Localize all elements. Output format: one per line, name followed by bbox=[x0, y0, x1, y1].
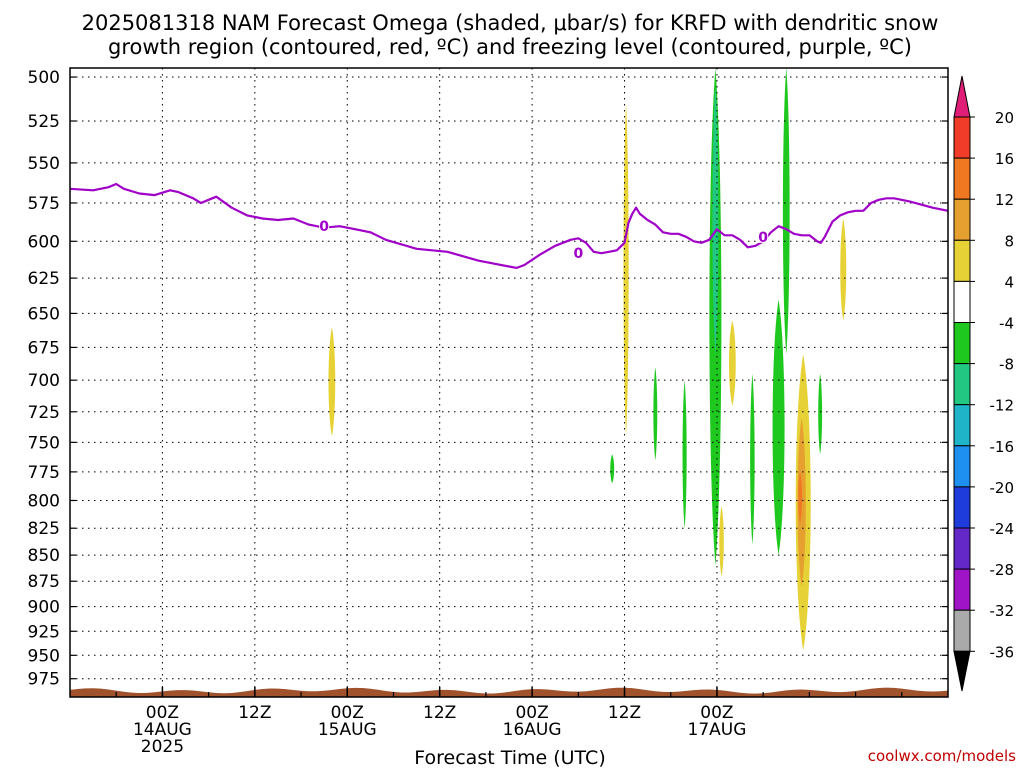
colorbar-bin-5 bbox=[953, 280, 971, 323]
y-tick-label-600: 600 bbox=[28, 232, 60, 252]
y-tick-label-625: 625 bbox=[28, 269, 60, 289]
colorbar-level-label: -32 bbox=[990, 602, 1015, 620]
y-tick-label-925: 925 bbox=[28, 622, 60, 642]
colorbar-bin-1 bbox=[953, 116, 971, 159]
omega-region-4 bbox=[682, 380, 687, 529]
ground-surface bbox=[70, 687, 948, 697]
colorbar-level-label: -20 bbox=[990, 479, 1015, 497]
y-tick-label-950: 950 bbox=[28, 646, 60, 666]
y-tick-label-800: 800 bbox=[28, 491, 60, 511]
colorbar-bin-9 bbox=[953, 445, 971, 488]
x-tick-label-0-2: 2025 bbox=[141, 737, 184, 757]
y-tick-label-550: 550 bbox=[28, 154, 60, 174]
omega-region-15 bbox=[818, 373, 823, 455]
omega-region-14 bbox=[798, 471, 803, 523]
y-tick-label-575: 575 bbox=[28, 194, 60, 214]
omega-region-1 bbox=[623, 103, 629, 437]
colorbar-bin-top-triangle bbox=[953, 75, 971, 118]
colorbar-level-label: 12 bbox=[995, 191, 1014, 209]
omega-region-8 bbox=[728, 320, 736, 406]
colorbar-bin-2 bbox=[953, 157, 971, 200]
plot-area: 0 0 0 500 525 550 575 600 625 650 675 700 725 750 775 8… bbox=[28, 67, 949, 757]
colorbar-bin-3 bbox=[953, 198, 971, 241]
y-tick-label-675: 675 bbox=[28, 338, 60, 358]
x-tick-label-1-0: 12Z bbox=[238, 703, 271, 723]
contour-label-bg-1 bbox=[573, 245, 584, 260]
colorbar-level-label: -4 bbox=[999, 315, 1014, 333]
colorbar-level-label: -12 bbox=[990, 397, 1015, 415]
y-tick-label-850: 850 bbox=[28, 546, 60, 566]
freezing-level-contour-label: 0 bbox=[573, 246, 583, 262]
freezing-level-contour-label: 0 bbox=[319, 219, 329, 235]
colorbar-bin-11 bbox=[953, 527, 971, 570]
colorbar-level-label: -28 bbox=[990, 561, 1015, 579]
colorbar: 20 16 12 8 4 -4 -8 -12 -16 -20 -24 -28 -32 -36 bbox=[953, 75, 1015, 692]
freezing-level-contour-label: 0 bbox=[758, 230, 768, 246]
omega-region-16 bbox=[840, 218, 847, 321]
y-tick-label-750: 750 bbox=[28, 433, 60, 453]
omega-region-2 bbox=[653, 367, 658, 461]
y-tick-label-900: 900 bbox=[28, 598, 60, 618]
y-tick-label-875: 875 bbox=[28, 572, 60, 592]
x-tick-label-3-0: 12Z bbox=[423, 703, 456, 723]
chart-title-line-2: growth region (contoured, red, ºC) and f… bbox=[108, 35, 912, 59]
omega-region-10 bbox=[772, 299, 785, 556]
x-tick-label-4-1: 16AUG bbox=[503, 720, 562, 740]
x-tick-label-5-0: 12Z bbox=[608, 703, 641, 723]
colorbar-bin-8 bbox=[953, 404, 971, 447]
x-tick-label-2-1: 15AUG bbox=[318, 720, 377, 740]
contour-label-bg-2 bbox=[758, 228, 769, 243]
y-tick-label-775: 775 bbox=[28, 463, 60, 483]
colorbar-bin-10 bbox=[953, 486, 971, 529]
omega-region-11 bbox=[782, 68, 790, 355]
y-tick-label-525: 525 bbox=[28, 112, 60, 132]
colorbar-level-label: -36 bbox=[990, 643, 1015, 661]
colorbar-bin-13 bbox=[953, 609, 971, 652]
colorbar-bin-bottom-triangle bbox=[953, 650, 971, 692]
y-tick-label-725: 725 bbox=[28, 403, 60, 423]
colorbar-bin-4 bbox=[953, 239, 971, 282]
x-tick-label-4-0: 00Z bbox=[515, 703, 548, 723]
y-tick-label-500: 500 bbox=[28, 68, 60, 88]
x-tick-label-6-0: 00Z bbox=[700, 703, 733, 723]
x-tick-label-6-1: 17AUG bbox=[688, 720, 747, 740]
y-tick-label-650: 650 bbox=[28, 304, 60, 324]
y-tick-label-975: 975 bbox=[28, 670, 60, 690]
plot-frame bbox=[69, 67, 949, 698]
colorbar-bin-7 bbox=[953, 363, 971, 406]
chart-title-line-1: 2025081318 NAM Forecast Omega (shaded, μ… bbox=[82, 11, 939, 35]
omega-region-0 bbox=[328, 327, 336, 437]
y-tick-label-825: 825 bbox=[28, 519, 60, 539]
colorbar-level-label: -8 bbox=[999, 356, 1014, 374]
colorbar-level-label: -16 bbox=[990, 438, 1015, 456]
colorbar-level-label: 4 bbox=[1004, 273, 1014, 291]
y-tick-label-700: 700 bbox=[28, 371, 60, 391]
freezing-level-line bbox=[69, 182, 949, 269]
credit-text: coolwx.com/models bbox=[868, 747, 1016, 765]
x-tick-label-0-0: 00Z bbox=[146, 703, 179, 723]
contour-label-bg-0 bbox=[319, 218, 330, 233]
colorbar-level-label: 16 bbox=[995, 150, 1014, 168]
colorbar-level-label: 8 bbox=[1004, 232, 1014, 250]
colorbar-level-label: 20 bbox=[995, 109, 1014, 127]
colorbar-bin-12 bbox=[953, 568, 971, 611]
omega-region-7 bbox=[719, 506, 724, 577]
colorbar-level-label: -24 bbox=[990, 520, 1015, 538]
omega-region-9 bbox=[750, 373, 755, 545]
x-tick-label-2-0: 00Z bbox=[331, 703, 364, 723]
omega-region-3 bbox=[610, 454, 615, 484]
x-tick-label-0-1: 14AUG bbox=[133, 720, 192, 740]
colorbar-bin-6 bbox=[953, 322, 971, 365]
x-axis-label: Forecast Time (UTC) bbox=[414, 747, 605, 768]
